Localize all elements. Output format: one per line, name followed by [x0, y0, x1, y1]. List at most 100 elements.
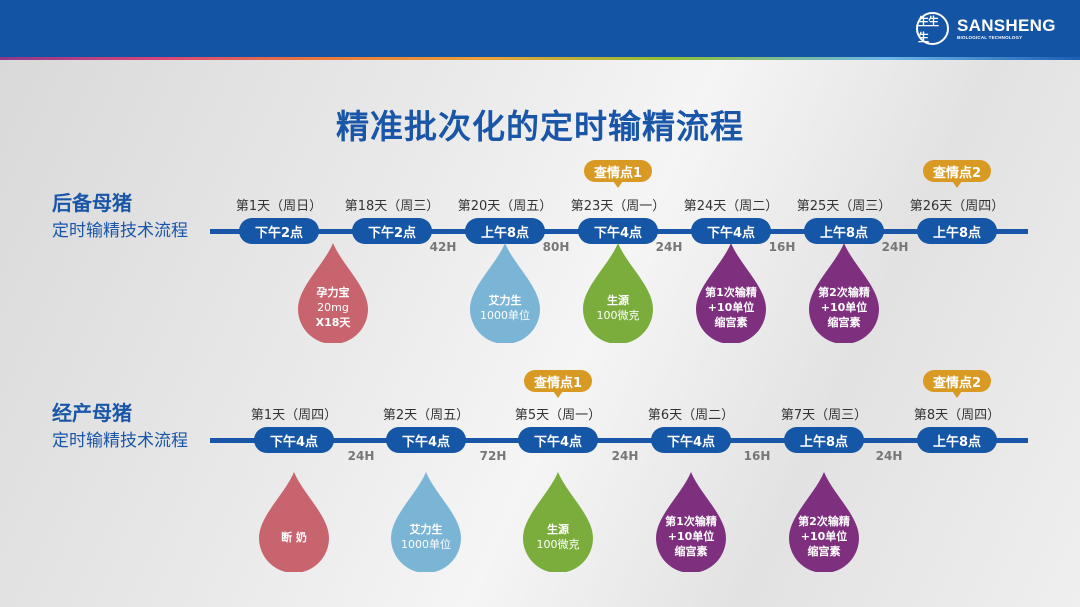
treatment-text: 生源 100微克 [523, 522, 593, 552]
interval-label: 16H [768, 240, 796, 254]
section-name: 经产母猪 [52, 401, 132, 425]
section-name: 后备母猪 [52, 191, 132, 215]
treatment-drop: 生源 100微克 [583, 243, 653, 343]
treatment-text: 孕力宝 20mg X18天 [298, 285, 368, 330]
estrus-check-badge: 查情点1 [524, 370, 592, 398]
drop-shape-icon [696, 243, 766, 343]
treatment-line: 100微克 [536, 538, 580, 551]
time-pill: 上午8点 [917, 218, 997, 244]
treatment-text: 第2次输精 +10单位缩宫素 [809, 285, 879, 330]
time-pill: 上午8点 [465, 218, 545, 244]
page-title: 精准批次化的定时输精流程 [336, 107, 744, 146]
treatment-drop: 艾力生 1000单位 [391, 472, 461, 572]
header-gradient-stripe [0, 57, 1080, 60]
section-subtitle: 定时输精技术流程 [52, 431, 188, 451]
treatment-line: 生源 [607, 294, 629, 307]
treatment-line: +10单位 [820, 301, 868, 314]
day-label: 第23天（周一） [570, 199, 666, 214]
treatment-line: 缩宫素 [714, 316, 748, 329]
interval-label: 24H [875, 449, 903, 463]
treatment-drop: 断 奶 [259, 472, 329, 572]
drop-shape-icon [470, 243, 540, 343]
treatment-line: 第1次输精 [665, 515, 717, 528]
treatment-line: 断 奶 [281, 531, 307, 544]
treatment-drop: 第2次输精 +10单位缩宫素 [809, 243, 879, 343]
day-label: 第26天（周四） [909, 199, 1005, 214]
interval-label: 24H [611, 449, 639, 463]
day-label: 第6天（周二） [647, 408, 735, 423]
day-label: 第1天（周四） [250, 408, 338, 423]
drop-shape-icon [523, 472, 593, 572]
time-pill: 上午8点 [917, 427, 997, 453]
treatment-line: 20mg [317, 301, 349, 314]
time-pill: 下午2点 [239, 218, 319, 244]
brand-subtitle: BIOLOGICAL TECHNOLOGY [957, 35, 1023, 40]
treatment-drop: 第1次输精 +10单位缩宫素 [656, 472, 726, 572]
estrus-check-badge: 查情点2 [923, 370, 991, 398]
drop-shape-icon [583, 243, 653, 343]
time-pill: 下午4点 [518, 427, 598, 453]
time-pill: 下午4点 [651, 427, 731, 453]
treatment-drop: 生源 100微克 [523, 472, 593, 572]
day-label: 第1天（周日） [235, 199, 323, 214]
time-pill: 下午4点 [386, 427, 466, 453]
section-label-sows: 经产母猪 定时输精技术流程 [52, 400, 188, 454]
time-pill: 下午4点 [254, 427, 334, 453]
day-label: 第5天（周一） [514, 408, 602, 423]
drop-shape-icon [789, 472, 859, 572]
treatment-line: 艾力生 [409, 523, 443, 536]
section-subtitle: 定时输精技术流程 [52, 221, 188, 241]
treatment-line: +10单位 [667, 530, 715, 543]
drop-shape-icon [298, 243, 368, 343]
day-label: 第7天（周三） [780, 408, 868, 423]
treatment-text: 艾力生 1000单位 [391, 522, 461, 552]
treatment-text: 第2次输精 +10单位 缩宫素 [789, 514, 859, 559]
interval-label: 42H [429, 240, 457, 254]
treatment-text: 第1次输精 +10单位缩宫素 [656, 514, 726, 559]
interval-label: 24H [655, 240, 683, 254]
day-label: 第20天（周五） [457, 199, 553, 214]
header-bar: 生生生 SANSHENG BIOLOGICAL TECHNOLOGY [0, 0, 1080, 57]
time-pill: 下午4点 [578, 218, 658, 244]
interval-label: 72H [479, 449, 507, 463]
treatment-drop: 第1次输精 +10单位缩宫素 [696, 243, 766, 343]
treatment-line: +10单位 [707, 301, 755, 314]
treatment-drop: 第2次输精 +10单位 缩宫素 [789, 472, 859, 572]
day-label: 第24天（周二） [683, 199, 779, 214]
day-label: 第25天（周三） [796, 199, 892, 214]
treatment-line: 第1次输精 [705, 286, 757, 299]
time-pill: 上午8点 [784, 427, 864, 453]
treatment-line: 生源 [547, 523, 569, 536]
interval-label: 16H [743, 449, 771, 463]
interval-label: 80H [542, 240, 570, 254]
treatment-line: 1000单位 [401, 538, 451, 551]
treatment-line: +10单位 [800, 530, 848, 543]
treatment-line: 1000单位 [480, 309, 530, 322]
treatment-text: 断 奶 [259, 530, 329, 545]
timeline-track [210, 438, 1028, 443]
treatment-drop: 艾力生 1000单位 [470, 243, 540, 343]
interval-label: 24H [347, 449, 375, 463]
brand-name: SANSHENG [957, 16, 1056, 35]
estrus-check-badge: 查情点1 [584, 160, 652, 188]
brand-logo: 生生生 SANSHENG BIOLOGICAL TECHNOLOGY [916, 12, 1056, 45]
time-pill: 上午8点 [804, 218, 884, 244]
treatment-line: 第2次输精 [818, 286, 870, 299]
drop-shape-icon [259, 472, 329, 572]
treatment-text: 生源 100微克 [583, 293, 653, 323]
drop-shape-icon [391, 472, 461, 572]
day-label: 第18天（周三） [344, 199, 440, 214]
treatment-line: 孕力宝 [316, 286, 350, 299]
drop-shape-icon [656, 472, 726, 572]
section-label-gilts: 后备母猪 定时输精技术流程 [52, 190, 188, 244]
treatment-line: 缩宫素 [827, 316, 861, 329]
drop-shape-icon [809, 243, 879, 343]
treatment-line: 艾力生 [488, 294, 522, 307]
treatment-text: 艾力生 1000单位 [470, 293, 540, 323]
time-pill: 下午2点 [352, 218, 432, 244]
treatment-line: 缩宫素 [674, 545, 708, 558]
treatment-drop: 孕力宝 20mg X18天 [298, 243, 368, 343]
estrus-check-badge: 查情点2 [923, 160, 991, 188]
time-pill: 下午4点 [691, 218, 771, 244]
day-label: 第2天（周五） [382, 408, 470, 423]
